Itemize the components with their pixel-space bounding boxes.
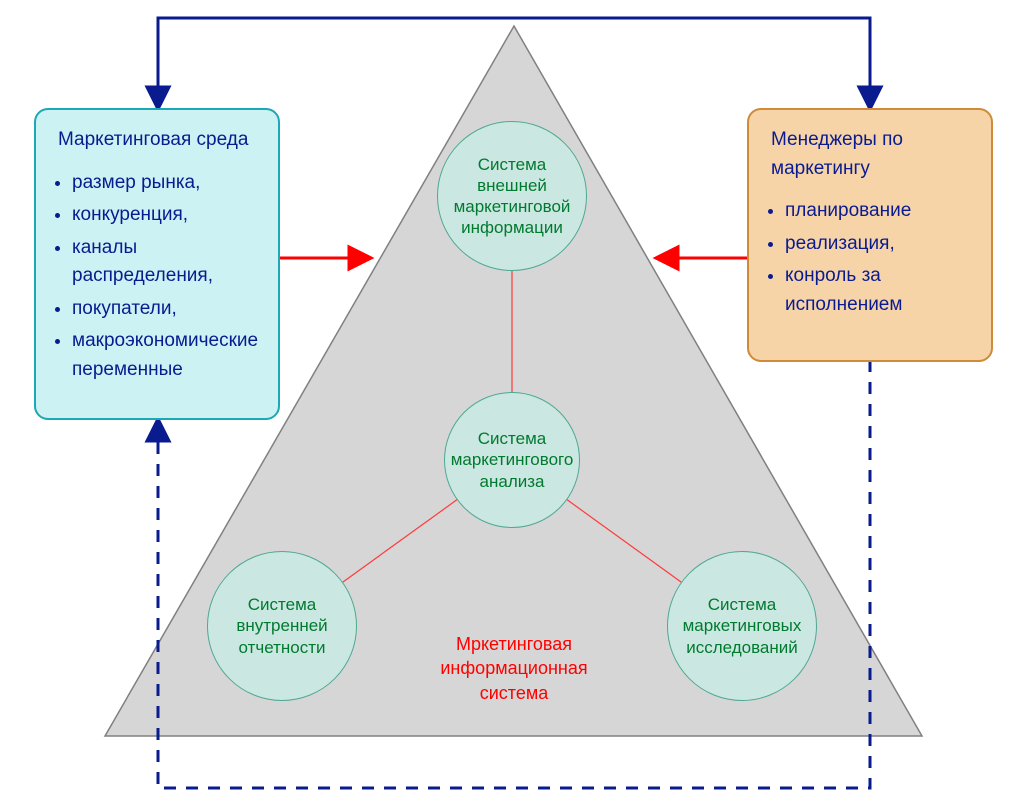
right-box-list: планирование реализация, конроль за испо… [763,197,977,319]
circle-label: Система маркетинговых исследований [676,594,808,658]
left-box-marketing-environment: Маркетинговая среда размер рынка, конкур… [34,108,280,420]
diagram-stage: Маркетинговая среда размер рынка, конкур… [0,0,1028,800]
left-box-item: размер рынка, [72,169,264,198]
right-box-item: планирование [785,197,977,226]
left-box-item: конкуренция, [72,201,264,230]
circle-marketing-analysis-system: Система маркетингового анализа [444,392,580,528]
left-box-list: размер рынка, конкуренция, каналы распре… [50,169,264,385]
circle-label: Система внутренней отчетности [216,594,348,658]
circle-external-info-system: Система внешней маркетинговой информации [437,121,587,271]
triangle-label: Мркетинговая информационная система [404,632,624,705]
right-box-title: Менеджеры по маркетингу [771,126,977,183]
left-box-item: макроэкономические переменные [72,327,264,384]
feedback-loop-top [158,18,870,108]
circle-label: Система внешней маркетинговой информации [446,154,578,239]
right-box-item: реализация, [785,230,977,259]
connector-center-bl [343,500,457,582]
connector-center-br [567,500,681,582]
right-box-marketing-managers: Менеджеры по маркетингу планирование реа… [747,108,993,362]
circle-internal-reporting-system: Система внутренней отчетности [207,551,357,701]
circle-marketing-research-system: Система маркетинговых исследований [667,551,817,701]
left-box-item: каналы распределения, [72,234,264,291]
right-box-item: конроль за исполнением [785,262,977,319]
circle-label: Система маркетингового анализа [451,428,574,492]
left-box-title: Маркетинговая среда [58,126,264,155]
left-box-item: покупатели, [72,295,264,324]
